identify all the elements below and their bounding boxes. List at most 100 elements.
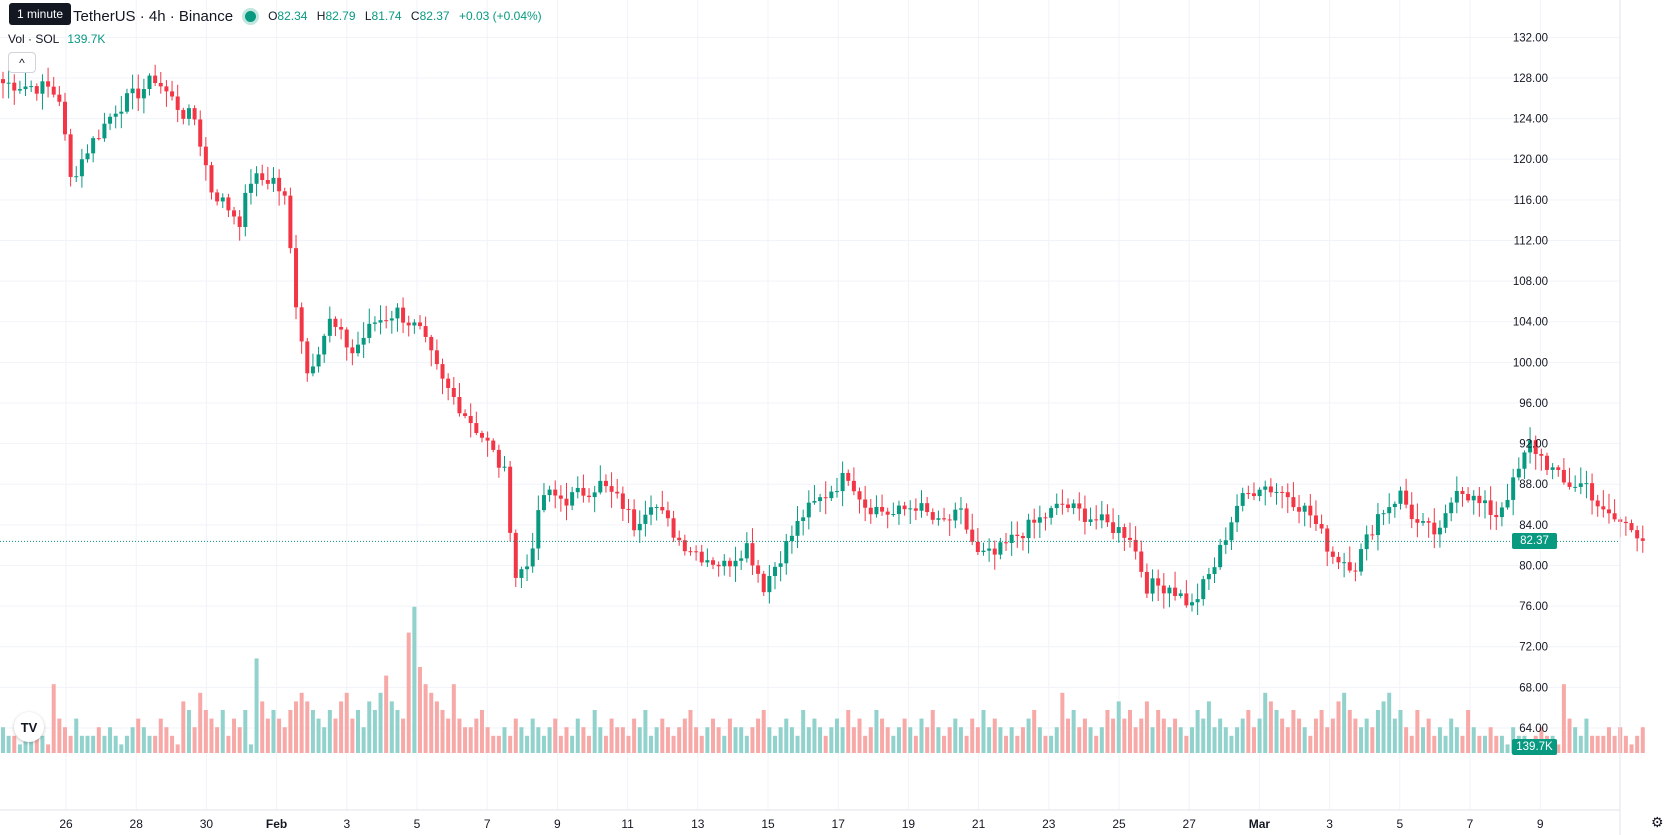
candle-body (288, 195, 293, 249)
volume-bar (823, 735, 828, 753)
candle-body (1167, 587, 1172, 594)
candle-body (1189, 602, 1194, 606)
symbol-title[interactable]: TetherUS · 4h · Binance (73, 7, 234, 25)
volume-bar (654, 727, 659, 753)
volume-bar (423, 684, 428, 753)
volume-bar (981, 710, 986, 753)
candle-body (795, 520, 800, 536)
price-tick-label: 96.00 (1519, 398, 1548, 410)
volume-bar (406, 632, 411, 753)
candle-body (1387, 507, 1392, 514)
candle-body (1111, 522, 1116, 534)
candle-body (1381, 513, 1386, 515)
volume-legend[interactable]: Vol · SOL 139.7K (8, 32, 105, 46)
time-tick-label: 5 (1396, 817, 1403, 831)
candle-body (558, 495, 563, 499)
candle-body (1347, 562, 1352, 571)
candle-body (1049, 508, 1054, 518)
volume-bar (767, 727, 772, 753)
candle-body (1426, 521, 1431, 523)
candle-body (987, 548, 992, 551)
collapse-legend-button[interactable]: ^ (8, 52, 36, 73)
candle-body (587, 495, 592, 498)
volume-bar (711, 718, 716, 753)
candle-body (322, 335, 327, 355)
candle-body (232, 210, 237, 217)
candle-body (846, 472, 851, 481)
volume-bar (694, 727, 699, 753)
candle-body (1550, 467, 1555, 470)
candle-body (372, 322, 377, 324)
volume-bar (85, 735, 90, 753)
candle-body (733, 560, 738, 567)
volume-bar (1477, 735, 1482, 753)
volume-bar (1229, 735, 1234, 753)
time-tick-label: 19 (902, 817, 916, 831)
volume-bar (1088, 727, 1093, 753)
candle-body (874, 506, 879, 515)
volume-bar (91, 735, 96, 753)
time-tick-label: 17 (832, 817, 846, 831)
candle-body (1415, 519, 1420, 523)
price-axis[interactable]: 64.00 68.00 72.00 76.00 80.00 84.00 88.00 92.00… (1513, 32, 1548, 735)
volume-bar (682, 718, 687, 753)
volume-bar (987, 727, 992, 753)
volume-bar (1483, 735, 1488, 753)
volume-bar (316, 718, 321, 753)
volume-bar (305, 701, 310, 753)
candle-body (457, 397, 462, 414)
volume-bar (964, 735, 969, 753)
volume-bar (795, 735, 800, 753)
candle-body (1595, 500, 1600, 507)
volume-bar (1302, 727, 1307, 753)
volume-bar (1325, 727, 1330, 753)
candle-body (1004, 542, 1009, 544)
tradingview-logo-icon[interactable]: TV (14, 712, 44, 742)
candle-body (1460, 490, 1465, 495)
candle-body (350, 347, 355, 354)
candle-body (1077, 503, 1082, 509)
volume-bar (547, 727, 552, 753)
candle-body (446, 378, 451, 388)
candle-body (124, 93, 129, 112)
price-tick-label: 108.00 (1513, 276, 1548, 288)
candle-body (513, 532, 518, 578)
volume-bar (626, 735, 631, 753)
volume-bar (620, 727, 625, 753)
volume-bar (727, 718, 732, 753)
volume-bar (885, 727, 890, 753)
candle-body (1026, 519, 1031, 539)
candle-body (1319, 523, 1324, 529)
volume-bar (333, 718, 338, 753)
volume-bar (592, 710, 597, 753)
candle-body (581, 487, 586, 496)
candle-body (863, 499, 868, 508)
volume-bar (829, 727, 834, 753)
volume-bar (609, 718, 614, 753)
candle-body (688, 551, 693, 553)
volume-bar (1449, 718, 1454, 753)
volume-bar (1071, 710, 1076, 753)
candle-body (1623, 521, 1628, 524)
candle-body (479, 432, 484, 438)
candle-body (1466, 494, 1471, 501)
volume-bar (1392, 718, 1397, 753)
volume-bar (367, 701, 372, 753)
candle-body (491, 440, 496, 450)
volume-bar (198, 692, 203, 753)
volume-bar (1161, 718, 1166, 753)
volume-bar (248, 744, 253, 753)
volume-bar (1353, 718, 1358, 753)
volume-bar (1494, 735, 1499, 753)
gear-icon[interactable]: ⚙ (1651, 814, 1664, 830)
market-status-icon[interactable] (245, 10, 257, 22)
price-tick-label: 84.00 (1519, 520, 1548, 532)
candle-body (953, 509, 958, 521)
candle-body (1060, 503, 1065, 505)
volume-bar (1128, 710, 1132, 753)
candle-body (620, 493, 625, 509)
volume-bar (553, 718, 558, 753)
time-axis[interactable]: 26 28 30 Feb 3 5 7 9 11 13 15 17 19 21 23 25 27 Mar 3 5 7 9 (59, 817, 1544, 831)
candle-body (761, 573, 766, 593)
